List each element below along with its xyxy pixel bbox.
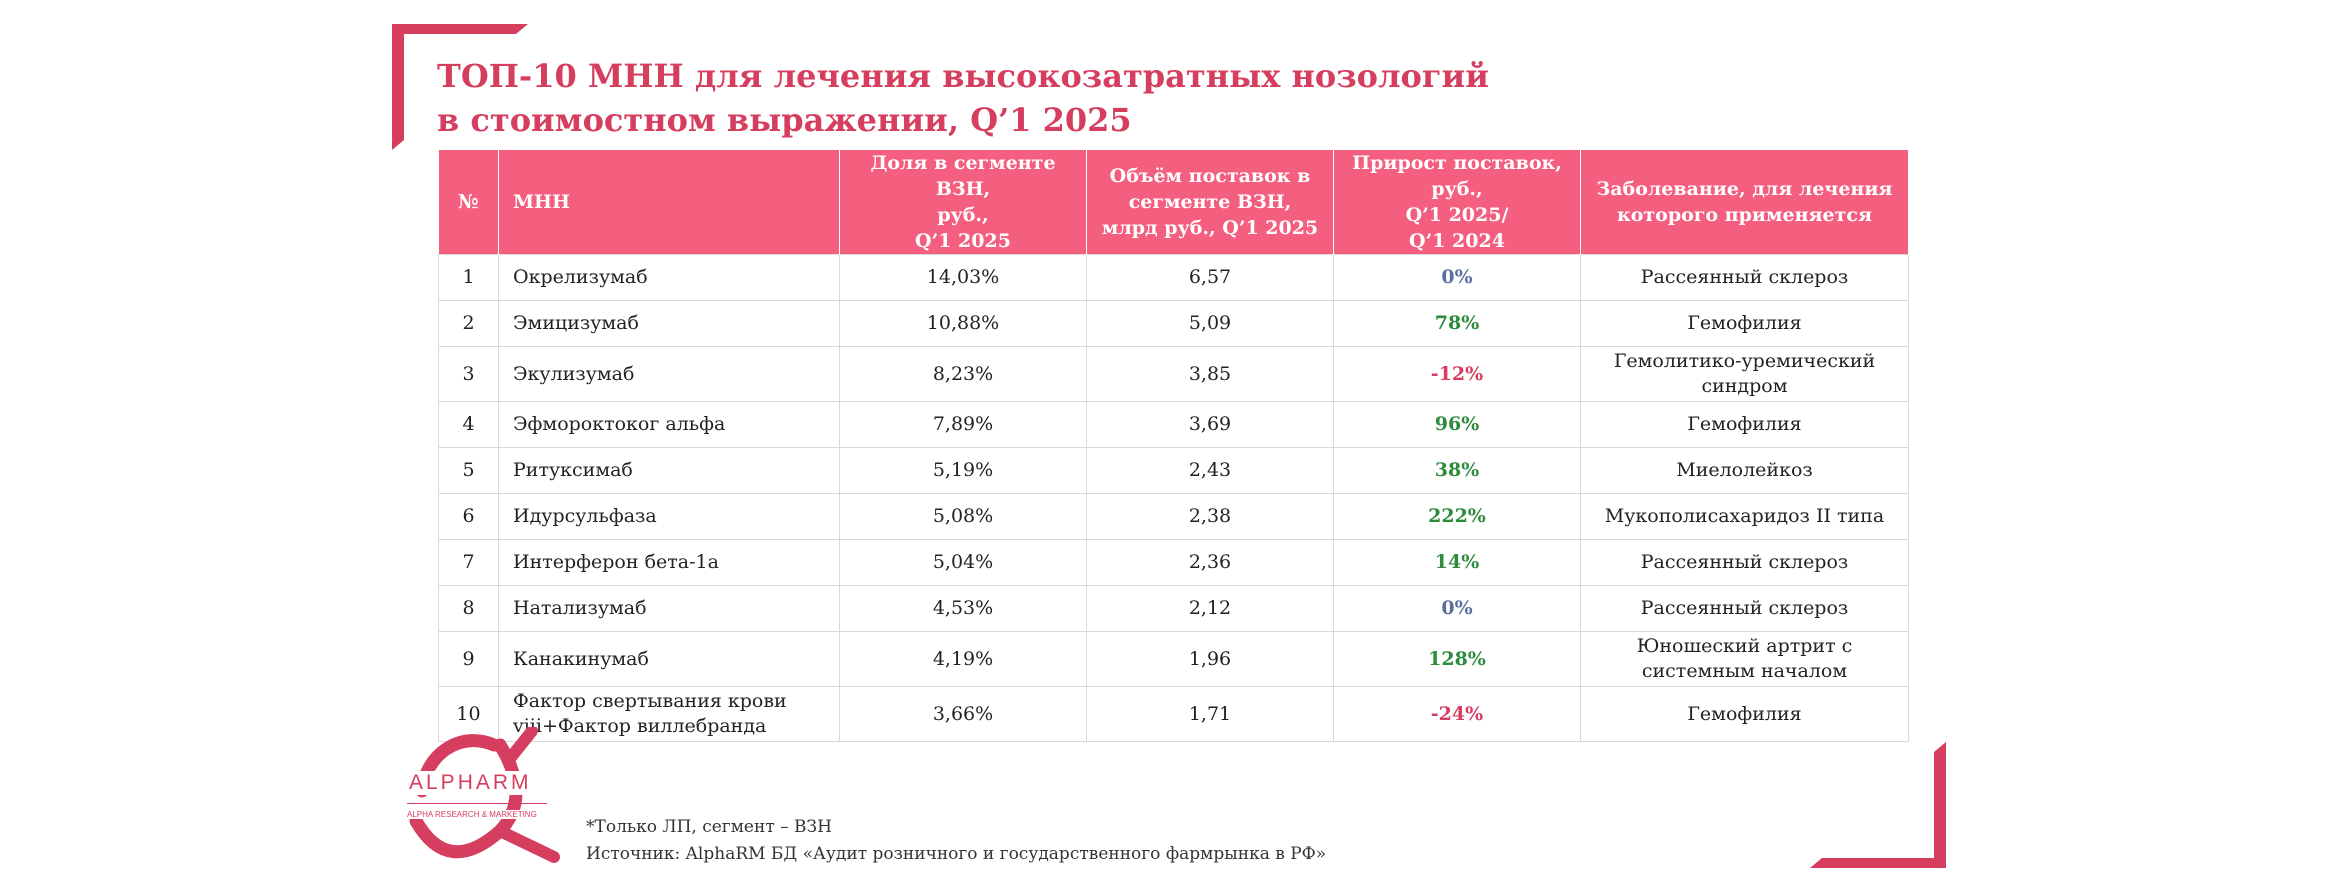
logo-tagline: ALPHA RESEARCH & MARKETING: [407, 810, 539, 819]
cell-volume: 5,09: [1086, 300, 1334, 347]
cell-inn: Интерферон бета-1а: [498, 539, 840, 586]
footnote-segment: *Только ЛП, сегмент – ВЗН: [586, 817, 832, 837]
logo-wordmark: ALPHARM: [407, 771, 534, 795]
cell-num: 8: [438, 585, 499, 632]
table-row: 10 Фактор свертывания крови viii+Фактор …: [438, 686, 1909, 742]
cell-disease: Мукополисахаридоз II типа: [1580, 493, 1909, 540]
cell-volume: 2,43: [1086, 447, 1334, 494]
cell-share: 14,03%: [839, 254, 1087, 301]
cell-share: 10,88%: [839, 300, 1087, 347]
title-line-2: в стоимостном выражении, Q’1 2025: [437, 101, 1132, 139]
table-row: 4 Эфмороктоког альфа 7,89% 3,69 96% Гемо…: [438, 401, 1909, 448]
header-num: №: [438, 150, 499, 255]
cell-share: 8,23%: [839, 346, 1087, 402]
table-row: 2 Эмицизумаб 10,88% 5,09 78% Гемофилия: [438, 300, 1909, 347]
cell-growth: 222%: [1333, 493, 1581, 540]
cell-growth: 38%: [1333, 447, 1581, 494]
cell-disease: Рассеянный склероз: [1580, 254, 1909, 301]
page-title: ТОП-10 МНН для лечения высокозатратных н…: [437, 54, 1489, 142]
cell-volume: 2,38: [1086, 493, 1334, 540]
cell-inn: Натализумаб: [498, 585, 840, 632]
cell-num: 3: [438, 346, 499, 402]
table-header-row: № МНН Доля в сегменте ВЗН, руб., Q’1 202…: [438, 150, 1909, 255]
header-disease: Заболевание, для лечения которого примен…: [1580, 150, 1909, 255]
table-row: 7 Интерферон бета-1а 5,04% 2,36 14% Расс…: [438, 539, 1909, 586]
cell-disease: Гемолитико-уремический синдром: [1580, 346, 1909, 402]
alpharm-logo: [409, 727, 560, 863]
top10-inn-table: № МНН Доля в сегменте ВЗН, руб., Q’1 202…: [438, 150, 1909, 742]
cell-inn: Идурсульфаза: [498, 493, 840, 540]
cell-inn: Окрелизумаб: [498, 254, 840, 301]
cell-disease: Гемофилия: [1580, 300, 1909, 347]
cell-growth: 128%: [1333, 631, 1581, 687]
cell-inn: Эфмороктоког альфа: [498, 401, 840, 448]
cell-growth: 96%: [1333, 401, 1581, 448]
cell-volume: 1,96: [1086, 631, 1334, 687]
header-share: Доля в сегменте ВЗН, руб., Q’1 2025: [839, 150, 1087, 255]
cell-num: 1: [438, 254, 499, 301]
table-row: 6 Идурсульфаза 5,08% 2,38 222% Мукополис…: [438, 493, 1909, 540]
cell-inn: Фактор свертывания крови viii+Фактор вил…: [498, 686, 840, 742]
title-line-1: ТОП-10 МНН для лечения высокозатратных н…: [437, 57, 1489, 95]
cell-growth: 14%: [1333, 539, 1581, 586]
cell-volume: 6,57: [1086, 254, 1334, 301]
cell-share: 4,19%: [839, 631, 1087, 687]
footnote: *Только ЛП, сегмент – ВЗН Источник: Alph…: [586, 814, 1326, 868]
cell-num: 4: [438, 401, 499, 448]
cell-num: 2: [438, 300, 499, 347]
cell-disease: Рассеянный склероз: [1580, 539, 1909, 586]
cell-disease: Гемофилия: [1580, 401, 1909, 448]
cell-growth: 78%: [1333, 300, 1581, 347]
header-volume: Объём поставок в сегменте ВЗН, млрд руб.…: [1086, 150, 1334, 255]
table-row: 9 Канакинумаб 4,19% 1,96 128% Юношеский …: [438, 631, 1909, 687]
cell-volume: 2,12: [1086, 585, 1334, 632]
cell-inn: Канакинумаб: [498, 631, 840, 687]
footnote-source: Источник: AlphaRM БД «Аудит розничного и…: [586, 844, 1327, 864]
cell-growth: -12%: [1333, 346, 1581, 402]
table-row: 5 Ритуксимаб 5,19% 2,43 38% Миелолейкоз: [438, 447, 1909, 494]
header-growth: Прирост поставок, руб., Q’1 2025/ Q’1 20…: [1333, 150, 1581, 255]
cell-num: 6: [438, 493, 499, 540]
table-row: 3 Экулизумаб 8,23% 3,85 -12% Гемолитико-…: [438, 346, 1909, 402]
cell-share: 4,53%: [839, 585, 1087, 632]
cell-disease: Юношеский артрит с системным началом: [1580, 631, 1909, 687]
cell-growth: 0%: [1333, 585, 1581, 632]
cell-share: 5,19%: [839, 447, 1087, 494]
cell-disease: Рассеянный склероз: [1580, 585, 1909, 632]
table-row: 8 Натализумаб 4,53% 2,12 0% Рассеянный с…: [438, 585, 1909, 632]
cell-volume: 1,71: [1086, 686, 1334, 742]
cell-growth: 0%: [1333, 254, 1581, 301]
cell-share: 7,89%: [839, 401, 1087, 448]
cell-num: 10: [438, 686, 499, 742]
cell-inn: Экулизумаб: [498, 346, 840, 402]
logo-divider: [407, 803, 547, 804]
table-row: 1 Окрелизумаб 14,03% 6,57 0% Рассеянный …: [438, 254, 1909, 301]
cell-volume: 2,36: [1086, 539, 1334, 586]
cell-volume: 3,85: [1086, 346, 1334, 402]
cell-inn: Ритуксимаб: [498, 447, 840, 494]
cell-growth: -24%: [1333, 686, 1581, 742]
cell-inn: Эмицизумаб: [498, 300, 840, 347]
corner-decoration-bottom-right: [1810, 742, 1946, 868]
cell-disease: Гемофилия: [1580, 686, 1909, 742]
header-inn: МНН: [498, 150, 840, 255]
cell-num: 7: [438, 539, 499, 586]
cell-volume: 3,69: [1086, 401, 1334, 448]
cell-share: 3,66%: [839, 686, 1087, 742]
cell-share: 5,04%: [839, 539, 1087, 586]
cell-num: 5: [438, 447, 499, 494]
cell-num: 9: [438, 631, 499, 687]
cell-disease: Миелолейкоз: [1580, 447, 1909, 494]
cell-share: 5,08%: [839, 493, 1087, 540]
